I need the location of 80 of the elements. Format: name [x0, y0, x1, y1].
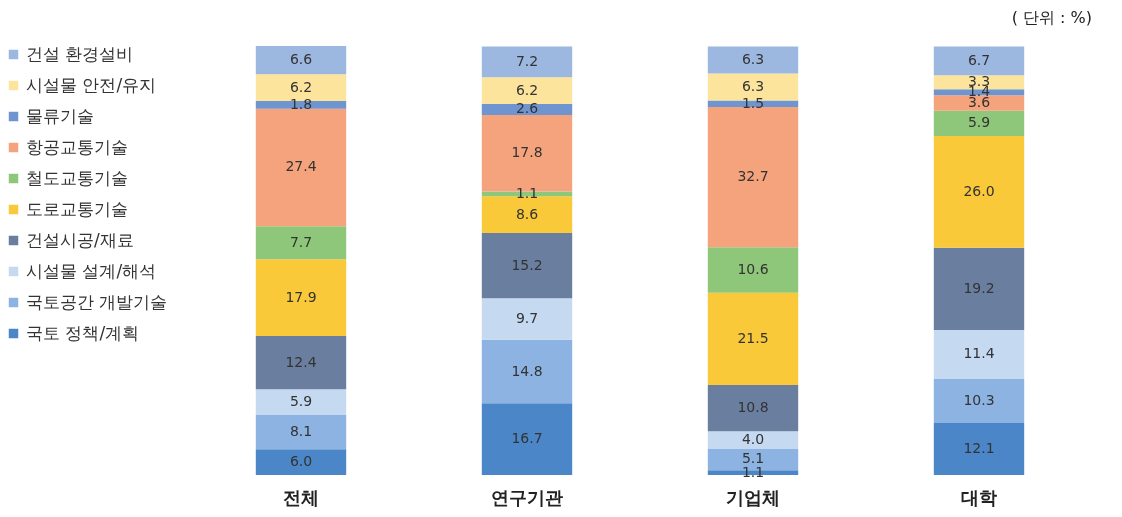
- data-label: 8.6: [515, 205, 539, 222]
- data-label: 27.4: [285, 158, 317, 175]
- data-label: 6.2: [515, 81, 539, 98]
- data-label: 26.0: [963, 182, 995, 199]
- data-label: 17.9: [285, 288, 317, 305]
- bar: [481, 403, 573, 475]
- x-tick-label: 연구기관: [491, 486, 563, 508]
- bar: [707, 431, 799, 449]
- bar: [255, 108, 347, 227]
- data-label: 10.6: [737, 260, 769, 277]
- legend-label: 시설물 안전/유지: [26, 74, 157, 95]
- legend-label: 건설시공/재료: [26, 229, 134, 250]
- data-label: 5.9: [289, 392, 313, 409]
- data-label: 19.2: [963, 279, 995, 296]
- legend-label: 건설 환경설비: [26, 43, 134, 64]
- data-label: 5.1: [741, 450, 765, 467]
- bar: [933, 110, 1025, 137]
- legend-label: 도로교통기술: [26, 198, 128, 219]
- data-label: 11.4: [963, 345, 995, 362]
- x-tick-label: 기업체: [726, 486, 780, 508]
- bar: [255, 259, 347, 336]
- bar: [707, 106, 799, 248]
- data-label: 1.1: [515, 184, 539, 201]
- x-tick-label: 전체: [283, 486, 319, 508]
- legend-label: 물류기술: [26, 105, 94, 126]
- data-label: 21.5: [737, 329, 769, 346]
- data-label: 6.6: [289, 51, 313, 68]
- legend-label: 국토공간 개발기술: [26, 291, 168, 312]
- bar: [481, 77, 573, 104]
- data-label: 5.9: [967, 114, 991, 131]
- data-label: 32.7: [737, 168, 769, 185]
- legend-label: 철도교통기술: [26, 167, 128, 188]
- bar: [255, 336, 347, 390]
- bar: [707, 46, 799, 74]
- bar: [481, 196, 573, 234]
- legend-label: 항공교통기술: [26, 136, 128, 157]
- data-label: 6.3: [741, 50, 765, 67]
- bar: [933, 378, 1025, 424]
- bar: [481, 46, 573, 78]
- data-label: 15.2: [511, 256, 543, 273]
- data-label: 17.8: [511, 144, 543, 161]
- data-label: 8.1: [289, 422, 313, 439]
- bar: [933, 136, 1025, 248]
- data-label: 7.2: [515, 52, 539, 69]
- bar: [707, 100, 799, 107]
- bar: [933, 95, 1025, 111]
- data-label: 10.3: [963, 392, 995, 408]
- data-label: 10.8: [737, 399, 769, 416]
- data-label: 7.7: [289, 233, 313, 250]
- data-label: 6.7: [967, 51, 991, 68]
- bar: [707, 292, 799, 385]
- bar: [933, 247, 1025, 330]
- bar: [255, 389, 347, 415]
- bar: [707, 384, 799, 432]
- data-label: 6.3: [741, 77, 765, 94]
- bar: [707, 247, 799, 293]
- data-label: 6.0: [289, 453, 313, 470]
- bar: [933, 423, 1025, 475]
- bar: [481, 339, 573, 404]
- bar: [481, 233, 573, 299]
- x-tick-label: 대학: [961, 486, 997, 508]
- data-label: 12.1: [963, 440, 995, 457]
- legend-label: 국토 정책/계획: [26, 322, 140, 343]
- data-label: 2.6: [515, 100, 539, 117]
- bar: [255, 226, 347, 260]
- bar: [933, 46, 1025, 76]
- data-label: 12.4: [285, 353, 317, 370]
- bar: [481, 298, 573, 340]
- data-label: 16.7: [511, 430, 543, 447]
- bar: [255, 46, 347, 75]
- data-label: 9.7: [515, 310, 539, 327]
- bar: [255, 414, 347, 450]
- bar: [255, 74, 347, 101]
- data-label: 14.8: [511, 362, 543, 379]
- text: ( 단위 : %): [1011, 8, 1092, 27]
- bar: [933, 330, 1025, 379]
- data-label: 6.2: [289, 78, 313, 95]
- legend-label: 시설물 설계/해석: [26, 260, 157, 281]
- bar: [255, 449, 347, 475]
- data-label: 4.0: [741, 430, 765, 447]
